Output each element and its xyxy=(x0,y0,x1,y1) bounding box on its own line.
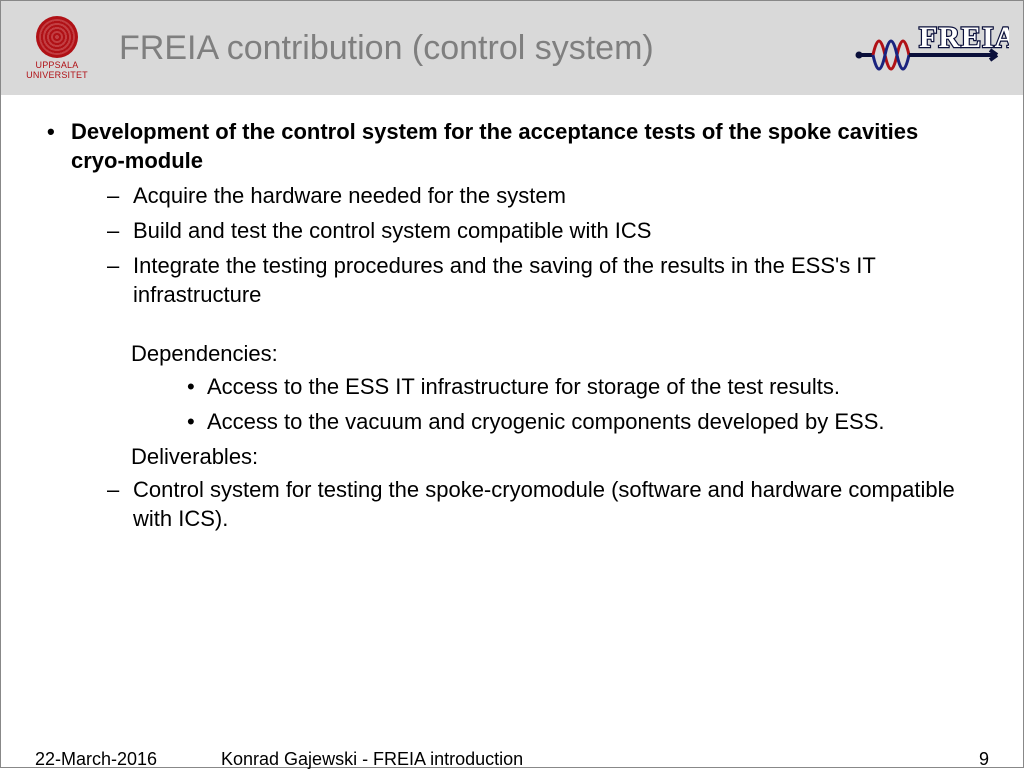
uppsala-seal-icon xyxy=(36,16,78,58)
uppsala-line2: UNIVERSITET xyxy=(26,71,88,80)
main-bullet: Development of the control system for th… xyxy=(71,117,977,533)
slide-body: Development of the control system for th… xyxy=(1,95,1023,533)
dependencies-list: Access to the ESS IT infrastructure for … xyxy=(187,372,977,436)
deliverables-label: Deliverables: xyxy=(131,442,977,471)
deliverables-list: Control system for testing the spoke-cry… xyxy=(107,475,977,533)
slide-title: FREIA contribution (control system) xyxy=(119,29,654,68)
freia-logo: FREIA xyxy=(855,19,1009,80)
main-bullet-text: Development of the control system for th… xyxy=(71,119,918,173)
dependency-item: Access to the ESS IT infrastructure for … xyxy=(187,372,977,401)
sub-item-list: Acquire the hardware needed for the syst… xyxy=(107,181,977,309)
dependency-text: Access to the ESS IT infrastructure for … xyxy=(207,374,840,399)
uppsala-logo: UPPSALA UNIVERSITET xyxy=(17,16,97,80)
uppsala-text: UPPSALA UNIVERSITET xyxy=(26,61,88,80)
footer-author: Konrad Gajewski - FREIA introduction xyxy=(221,749,523,770)
dependencies-label: Dependencies: xyxy=(131,339,977,368)
footer-date: 22-March-2016 xyxy=(35,749,157,770)
sub-item: Integrate the testing procedures and the… xyxy=(107,251,977,309)
slide-header: UPPSALA UNIVERSITET FREIA contribution (… xyxy=(1,1,1023,95)
sub-item: Acquire the hardware needed for the syst… xyxy=(107,181,977,210)
sub-item-text: Acquire the hardware needed for the syst… xyxy=(133,183,566,208)
deliverable-text: Control system for testing the spoke-cry… xyxy=(133,477,955,531)
sub-item-text: Build and test the control system compat… xyxy=(133,218,651,243)
deliverable-item: Control system for testing the spoke-cry… xyxy=(107,475,977,533)
sub-item: Build and test the control system compat… xyxy=(107,216,977,245)
footer-page-number: 9 xyxy=(979,749,989,770)
dependency-text: Access to the vacuum and cryogenic compo… xyxy=(207,409,885,434)
svg-text:FREIA: FREIA xyxy=(919,21,1009,54)
dependency-item: Access to the vacuum and cryogenic compo… xyxy=(187,407,977,436)
sub-item-text: Integrate the testing procedures and the… xyxy=(133,253,875,307)
